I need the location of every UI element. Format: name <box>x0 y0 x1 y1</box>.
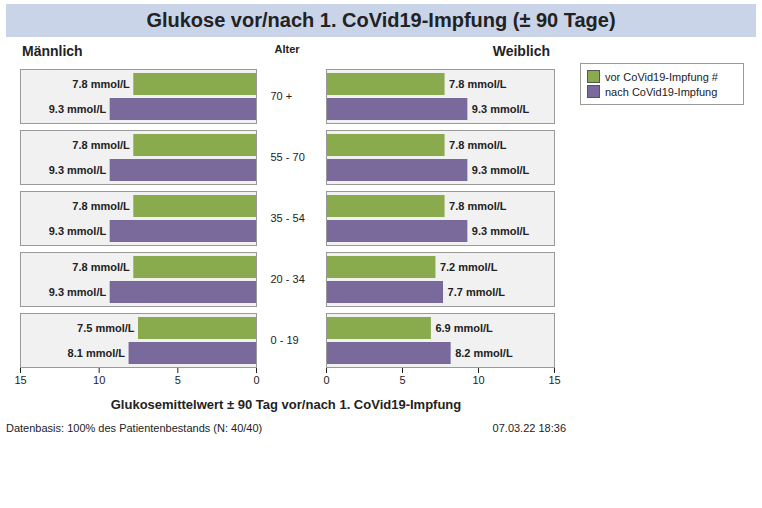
svg-text:9.3 mmol/L: 9.3 mmol/L <box>472 164 530 176</box>
svg-text:10: 10 <box>472 374 484 386</box>
svg-text:9.3 mmol/L: 9.3 mmol/L <box>49 225 107 237</box>
html-text:Glukosemittelwert ± 90 Tag vor: Glukosemittelwert ± 90 Tag vor/nach 1. C… <box>110 397 462 412</box>
svg-text:0 - 19: 0 - 19 <box>271 334 299 346</box>
html-text:Alter: Alter <box>274 43 300 55</box>
svg-text:7.8 mmol/L: 7.8 mmol/L <box>449 78 507 90</box>
html-text:07.03.22 18:36: 07.03.22 18:36 <box>492 422 566 434</box>
html-text:Datenbasis: 100% des Patienten: Datenbasis: 100% des Patientenbestands (… <box>6 422 263 434</box>
svg-text:7.8 mmol/L: 7.8 mmol/L <box>449 139 507 151</box>
svg-text:7.8 mmol/L: 7.8 mmol/L <box>72 200 130 212</box>
svg-text:10: 10 <box>93 374 105 386</box>
html-text:vor CoVid19-Impfung #: vor CoVid19-Impfung # <box>605 70 718 83</box>
svg-text:8.2 mmol/L: 8.2 mmol/L <box>455 347 513 359</box>
svg-text:5: 5 <box>399 374 405 386</box>
svg-text:0: 0 <box>253 374 259 386</box>
svg-text:9.3 mmol/L: 9.3 mmol/L <box>49 164 107 176</box>
svg-text:8.1 mmol/L: 8.1 mmol/L <box>68 347 126 359</box>
svg-text:9.3 mmol/L: 9.3 mmol/L <box>472 225 530 237</box>
svg-text:7.2 mmol/L: 7.2 mmol/L <box>440 261 498 273</box>
svg-text:5: 5 <box>175 374 181 386</box>
svg-text:55 - 70: 55 - 70 <box>271 151 305 163</box>
svg-text:0: 0 <box>323 374 329 386</box>
svg-text:7.7 mmol/L: 7.7 mmol/L <box>448 286 506 298</box>
svg-text:35 - 54: 35 - 54 <box>271 212 305 224</box>
svg-text:20 - 34: 20 - 34 <box>271 273 305 285</box>
svg-text:70 +: 70 + <box>271 90 293 102</box>
svg-text:9.3 mmol/L: 9.3 mmol/L <box>49 286 107 298</box>
svg-text:9.3 mmol/L: 9.3 mmol/L <box>472 103 530 115</box>
svg-text:7.8 mmol/L: 7.8 mmol/L <box>72 261 130 273</box>
svg-text:6.9 mmol/L: 6.9 mmol/L <box>435 322 493 334</box>
html-text:Männlich: Männlich <box>22 43 83 59</box>
svg-text:7.5 mmol/L: 7.5 mmol/L <box>77 322 135 334</box>
html-text:nach CoVid19-Impfung: nach CoVid19-Impfung <box>605 85 718 98</box>
svg-text:7.8 mmol/L: 7.8 mmol/L <box>72 139 130 151</box>
svg-text:7.8 mmol/L: 7.8 mmol/L <box>449 200 507 212</box>
html-text:Weiblich: Weiblich <box>492 43 550 59</box>
svg-text:9.3 mmol/L: 9.3 mmol/L <box>49 103 107 115</box>
html-text:Glukose vor/nach 1. CoVid19-Im: Glukose vor/nach 1. CoVid19-Impfung (± 9… <box>146 9 616 31</box>
svg-text:7.8 mmol/L: 7.8 mmol/L <box>72 78 130 90</box>
svg-text:15: 15 <box>548 374 560 386</box>
svg-text:15: 15 <box>14 374 26 386</box>
